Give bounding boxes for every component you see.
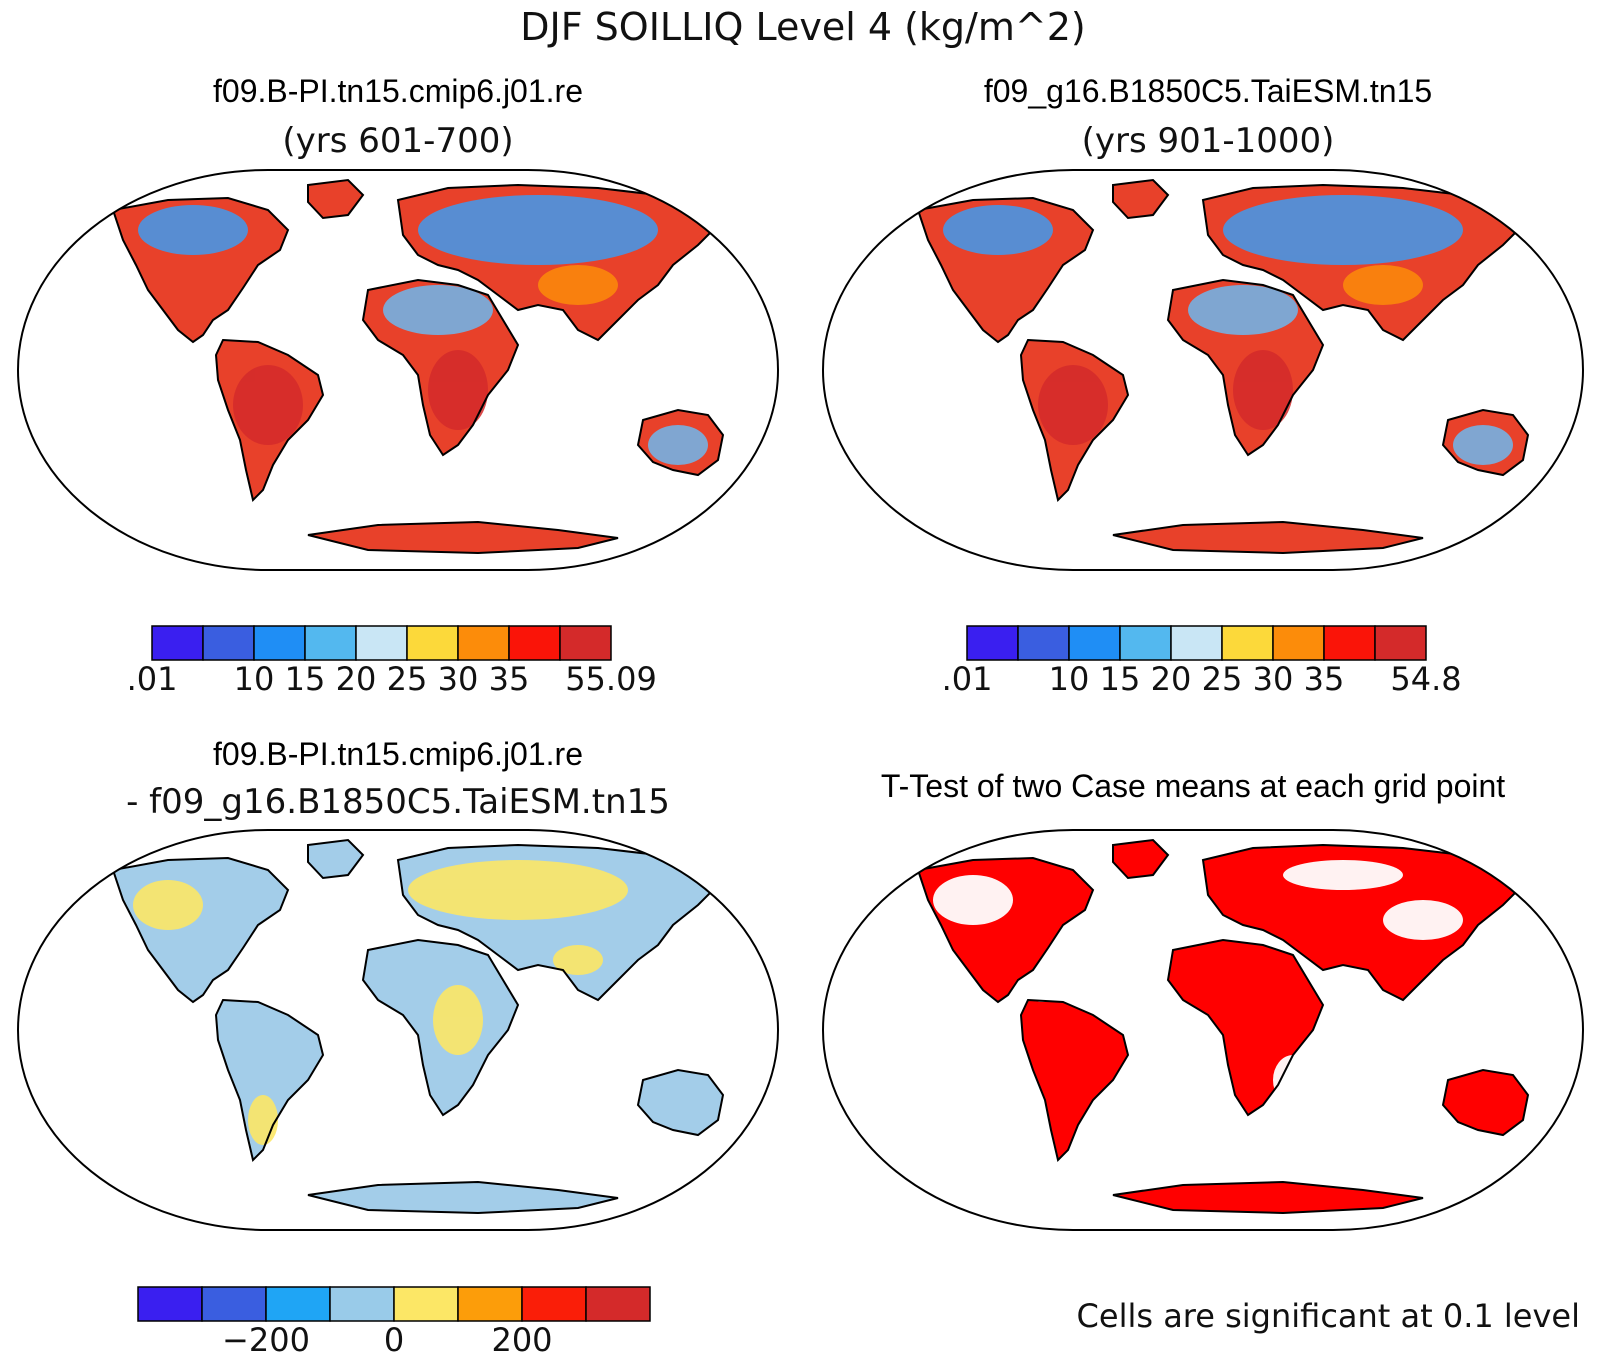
colorbar-swatch	[457, 625, 510, 661]
colorbar-tick-label: 25	[387, 660, 428, 698]
colorbar-swatch	[1374, 625, 1427, 661]
colorbar-swatches	[151, 625, 612, 661]
colorbar-swatch	[1119, 625, 1172, 661]
map-frame-diff	[17, 829, 779, 1231]
colorbar-labels: −200 0 200	[222, 1321, 552, 1354]
colorbar-swatch	[329, 1286, 395, 1322]
map-frame-case1	[17, 169, 779, 571]
panel-subtitle-case2: (yrs 901-1000)	[1082, 121, 1335, 161]
colorbar-swatch	[521, 1286, 587, 1322]
colorbar-tick-label: 30	[438, 660, 479, 698]
colorbar-tick-label: 25	[1202, 660, 1243, 698]
colorbar-swatches	[137, 1286, 651, 1322]
panel-case1: f09.B-PI.tn15.cmip6.j01.re (yrs 601-700)	[17, 73, 779, 698]
panel-title-diff: f09.B-PI.tn15.cmip6.j01.re	[213, 736, 583, 772]
colorbar-swatch	[406, 625, 459, 661]
colorbar-tick-label: 35	[1304, 660, 1345, 698]
panel-title-ttest: T-Test of two Case means at each grid po…	[881, 768, 1505, 804]
colorbar-swatch	[1170, 625, 1223, 661]
colorbar-swatch	[508, 625, 561, 661]
colorbar-tick-label: 20	[1151, 660, 1192, 698]
colorbar-tick-label: .01	[127, 660, 178, 698]
colorbar-tick-label: 55.09	[565, 660, 657, 698]
colorbar-case2: .01 10 15 20 25 30 35 54.8	[942, 625, 1462, 698]
colorbar-tick-label: 0	[384, 1321, 404, 1354]
colorbar-swatch	[253, 625, 306, 661]
colorbar-tick-label: 30	[1253, 660, 1294, 698]
colorbar-swatch	[457, 1286, 523, 1322]
colorbar-tick-label: 35	[489, 660, 530, 698]
colorbar-swatch	[585, 1286, 651, 1322]
panel-diff: f09.B-PI.tn15.cmip6.j01.re - f09_g16.B18…	[17, 736, 779, 1354]
panel-title-case2: f09_g16.B1850C5.TaiESM.tn15	[984, 73, 1432, 109]
colorbar-swatch	[1221, 625, 1274, 661]
colorbar-tick-label: 15	[1100, 660, 1141, 698]
colorbar-swatch	[202, 625, 255, 661]
colorbar-tick-label: 15	[285, 660, 326, 698]
colorbar-tick-label: 10	[1049, 660, 1090, 698]
colorbar-labels: .01 10 15 20 25 30 35 54.8	[942, 660, 1462, 698]
colorbar-diff: −200 0 200	[137, 1286, 651, 1354]
colorbar-swatch	[393, 1286, 459, 1322]
colorbar-tick-label: 20	[336, 660, 377, 698]
colorbar-swatch	[559, 625, 612, 661]
colorbar-swatches	[966, 625, 1427, 661]
colorbar-case1: .01 10 15 20 25 30 35 55.09	[127, 625, 657, 698]
panel-subtitle-diff: - f09_g16.B1850C5.TaiESM.tn15	[126, 782, 670, 822]
colorbar-tick-label: −200	[222, 1321, 310, 1354]
panel-subtitle-case1: (yrs 601-700)	[282, 121, 513, 161]
colorbar-swatch	[1017, 625, 1070, 661]
colorbar-swatch	[355, 625, 408, 661]
map-frame-ttest	[822, 829, 1584, 1231]
colorbar-swatch	[151, 625, 204, 661]
ttest-footnote: Cells are significant at 0.1 level	[1077, 1297, 1580, 1335]
colorbar-tick-label: 10	[234, 660, 275, 698]
colorbar-swatch	[137, 1286, 203, 1322]
colorbar-swatch	[265, 1286, 331, 1322]
colorbar-swatch	[304, 625, 357, 661]
colorbar-tick-label: .01	[942, 660, 993, 698]
main-title: DJF SOILLIQ Level 4 (kg/m^2)	[520, 5, 1085, 49]
colorbar-swatch	[201, 1286, 267, 1322]
colorbar-swatch	[966, 625, 1019, 661]
panel-case2: f09_g16.B1850C5.TaiESM.tn15 (yrs 901-100…	[822, 73, 1584, 698]
colorbar-tick-label: 54.8	[1390, 660, 1461, 698]
land-shading-case1	[138, 195, 708, 465]
colorbar-swatch	[1068, 625, 1121, 661]
colorbar-swatch	[1272, 625, 1325, 661]
map-frame-case2	[822, 169, 1584, 571]
colorbar-labels: .01 10 15 20 25 30 35 55.09	[127, 660, 657, 698]
colorbar-tick-label: 200	[491, 1321, 552, 1354]
colorbar-swatch	[1323, 625, 1376, 661]
panel-ttest: T-Test of two Case means at each grid po…	[822, 768, 1584, 1335]
panel-title-case1: f09.B-PI.tn15.cmip6.j01.re	[213, 73, 583, 109]
